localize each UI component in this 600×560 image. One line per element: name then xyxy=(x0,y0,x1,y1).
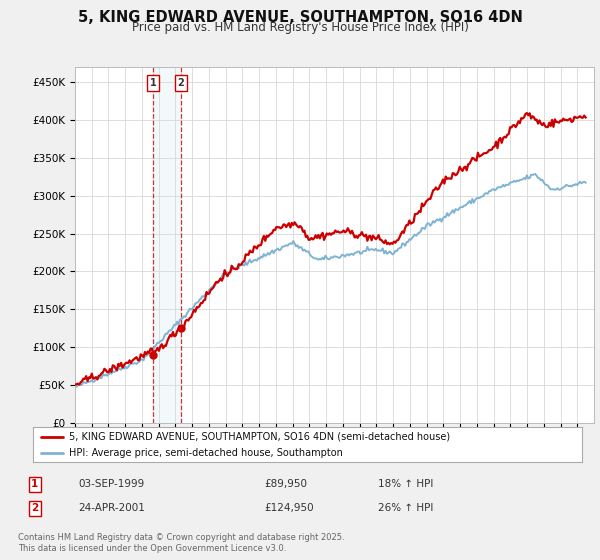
Text: 1: 1 xyxy=(150,78,157,88)
Text: £89,950: £89,950 xyxy=(264,479,307,489)
Text: Contains HM Land Registry data © Crown copyright and database right 2025.
This d: Contains HM Land Registry data © Crown c… xyxy=(18,533,344,553)
Text: 26% ↑ HPI: 26% ↑ HPI xyxy=(378,503,433,514)
Bar xyxy=(153,67,181,423)
Text: 5, KING EDWARD AVENUE, SOUTHAMPTON, SO16 4DN (semi-detached house): 5, KING EDWARD AVENUE, SOUTHAMPTON, SO16… xyxy=(68,432,450,442)
Text: 2: 2 xyxy=(178,78,184,88)
Text: 18% ↑ HPI: 18% ↑ HPI xyxy=(378,479,433,489)
Text: 03-SEP-1999: 03-SEP-1999 xyxy=(78,479,144,489)
Text: HPI: Average price, semi-detached house, Southampton: HPI: Average price, semi-detached house,… xyxy=(68,447,343,458)
Text: 5, KING EDWARD AVENUE, SOUTHAMPTON, SO16 4DN: 5, KING EDWARD AVENUE, SOUTHAMPTON, SO16… xyxy=(77,10,523,25)
Text: £124,950: £124,950 xyxy=(264,503,314,514)
Text: 1: 1 xyxy=(31,479,38,489)
Text: Price paid vs. HM Land Registry's House Price Index (HPI): Price paid vs. HM Land Registry's House … xyxy=(131,21,469,34)
Text: 24-APR-2001: 24-APR-2001 xyxy=(78,503,145,514)
Text: 2: 2 xyxy=(31,503,38,514)
